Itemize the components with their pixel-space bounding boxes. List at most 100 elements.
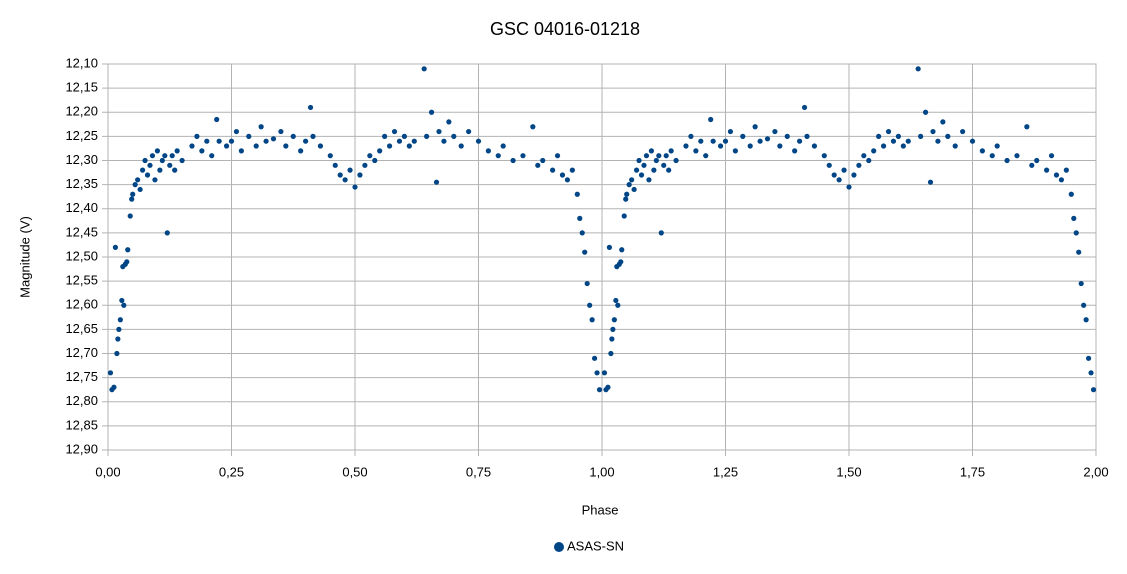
data-point (668, 148, 674, 154)
data-point (930, 128, 936, 135)
data-point (890, 138, 897, 144)
data-point (216, 138, 222, 144)
data-point (127, 213, 133, 219)
x-tick-label: 1,00 (589, 464, 614, 479)
data-point (194, 133, 200, 139)
data-point (613, 297, 619, 304)
data-point (406, 143, 412, 149)
data-point (428, 109, 435, 115)
data-point (935, 138, 941, 144)
y-tick-label: 12,40 (65, 200, 98, 215)
data-point (495, 153, 501, 159)
data-point (307, 104, 314, 111)
data-point (851, 172, 857, 178)
data-point (424, 133, 430, 139)
y-tick-label: 12,85 (65, 417, 98, 432)
data-point (621, 213, 627, 219)
data-point (777, 143, 783, 149)
data-point (623, 196, 629, 202)
data-point (1078, 280, 1084, 287)
data-point (1076, 249, 1082, 255)
data-point (608, 350, 614, 357)
data-point (641, 162, 647, 168)
data-point (587, 302, 593, 308)
data-point (764, 136, 771, 142)
data-point (144, 172, 151, 178)
data-point (520, 153, 526, 159)
data-point (629, 177, 635, 183)
data-point (615, 302, 621, 308)
data-point (1081, 302, 1087, 308)
data-point (727, 128, 734, 135)
data-point (270, 136, 277, 142)
y-tick-label: 12,70 (65, 345, 98, 360)
data-point (826, 162, 832, 168)
data-point (940, 119, 946, 125)
data-point (433, 179, 440, 185)
y-tick-label: 12,65 (65, 321, 98, 336)
data-point (199, 148, 205, 154)
data-point (411, 138, 417, 144)
legend-label: ASAS-SN (567, 538, 624, 553)
data-point (619, 247, 625, 253)
data-point (626, 182, 632, 188)
data-point (846, 184, 852, 190)
x-tick-label: 0,00 (95, 464, 120, 479)
y-tick-label: 12,50 (65, 248, 98, 263)
y-tick-label: 12,45 (65, 224, 98, 239)
y-tick-label: 12,35 (65, 176, 98, 191)
data-point (605, 384, 611, 390)
y-tick-label: 12,30 (65, 152, 98, 167)
data-point (658, 230, 664, 236)
data-point (132, 182, 138, 188)
data-point (298, 148, 304, 154)
data-point (130, 191, 136, 197)
data-point (574, 191, 580, 197)
data-point (1034, 157, 1040, 164)
data-point (651, 167, 657, 173)
data-point (673, 157, 679, 164)
data-point (797, 138, 803, 144)
data-point (752, 124, 758, 130)
data-point (253, 143, 259, 149)
chart-title: GSC 04016-01218 (490, 19, 640, 39)
data-point (1068, 191, 1074, 197)
data-point (278, 128, 284, 135)
data-point (1085, 355, 1092, 361)
x-tick-label: 1,50 (836, 464, 861, 479)
data-point (594, 370, 600, 376)
data-point (362, 162, 368, 168)
data-point (382, 133, 388, 139)
data-point (922, 109, 929, 115)
data-point (618, 259, 624, 265)
data-point (475, 138, 482, 144)
data-point (1063, 167, 1069, 173)
data-point (162, 153, 168, 159)
data-point (757, 138, 763, 144)
data-point (114, 350, 120, 357)
data-point (591, 355, 598, 361)
data-point (530, 124, 536, 130)
data-point (372, 157, 378, 164)
data-point (880, 143, 887, 149)
data-point (535, 162, 541, 168)
data-point (179, 157, 185, 164)
data-point (107, 370, 114, 376)
data-point (377, 148, 383, 154)
data-point (310, 133, 316, 139)
data-point (147, 162, 153, 168)
data-point (154, 148, 160, 154)
y-tick-label: 12,10 (65, 55, 98, 70)
data-point (1024, 124, 1030, 130)
data-point (142, 157, 148, 164)
data-point (139, 167, 146, 173)
data-point (589, 317, 595, 323)
data-point (772, 128, 778, 135)
data-point (582, 249, 588, 255)
data-point (656, 153, 662, 159)
data-point (116, 326, 122, 332)
data-point (836, 177, 842, 183)
data-point (821, 153, 827, 159)
data-point (688, 133, 694, 139)
